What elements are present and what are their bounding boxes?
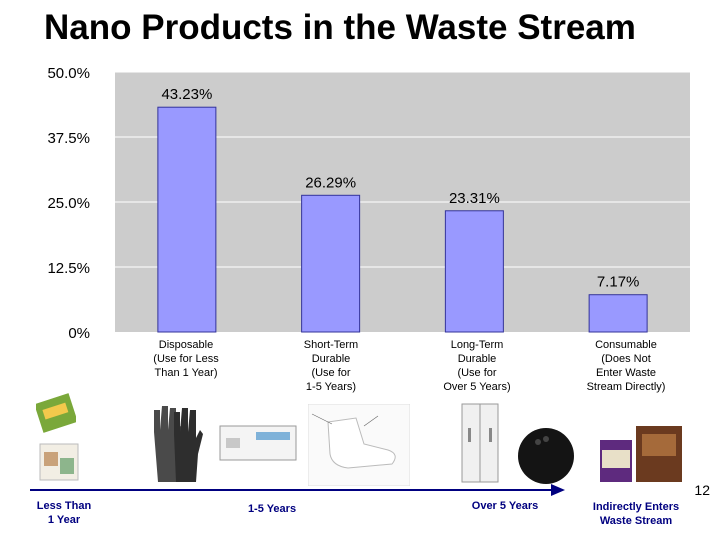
bar xyxy=(588,294,648,333)
socks-image xyxy=(308,404,410,486)
y-tick-label: 0% xyxy=(68,325,90,342)
timeline-arrowhead xyxy=(551,484,565,496)
battery-image xyxy=(219,425,297,461)
category-label-long-term: Long-Term Durable (Use for Over 5 Years) xyxy=(443,339,511,393)
timeline-label-less-than-1-year: Less Than 1 Year xyxy=(36,500,92,526)
timeline-label-1-5-years: 1-5 Years xyxy=(247,503,297,515)
data-label: 26.29% xyxy=(305,174,356,191)
refrigerator-image xyxy=(461,403,499,483)
data-label: 23.31% xyxy=(449,190,500,207)
supplement-bottles-image xyxy=(600,426,682,482)
gloves-image xyxy=(154,406,203,482)
bowling-ball-image xyxy=(518,428,574,484)
bar xyxy=(157,106,217,333)
y-tick-label: 12.5% xyxy=(47,260,90,277)
slide-title: Nano Products in the Waste Stream xyxy=(44,8,636,47)
cleaning-wipes-image xyxy=(36,393,76,433)
bar xyxy=(301,194,361,333)
category-label-short-term: Short-Term Durable (Use for 1-5 Years) xyxy=(303,339,359,393)
category-label-consumable: Consumable (Does Not Enter Waste Stream … xyxy=(586,339,666,393)
y-tick-label: 25.0% xyxy=(47,195,90,212)
data-label: 7.17% xyxy=(597,274,640,291)
y-tick-label: 50.0% xyxy=(47,65,90,82)
category-label-disposable: Disposable (Use for Less Than 1 Year) xyxy=(153,339,219,379)
timeline-label-indirectly-enters: Indirectly Enters Waste Stream xyxy=(592,501,680,527)
y-tick-label: 37.5% xyxy=(47,130,90,147)
wipes-pack-image xyxy=(39,443,79,481)
page-number: 12 xyxy=(694,482,710,498)
bar xyxy=(444,210,504,333)
timeline-label-over-5-years: Over 5 Years xyxy=(471,500,539,512)
data-label: 43.23% xyxy=(161,86,212,103)
